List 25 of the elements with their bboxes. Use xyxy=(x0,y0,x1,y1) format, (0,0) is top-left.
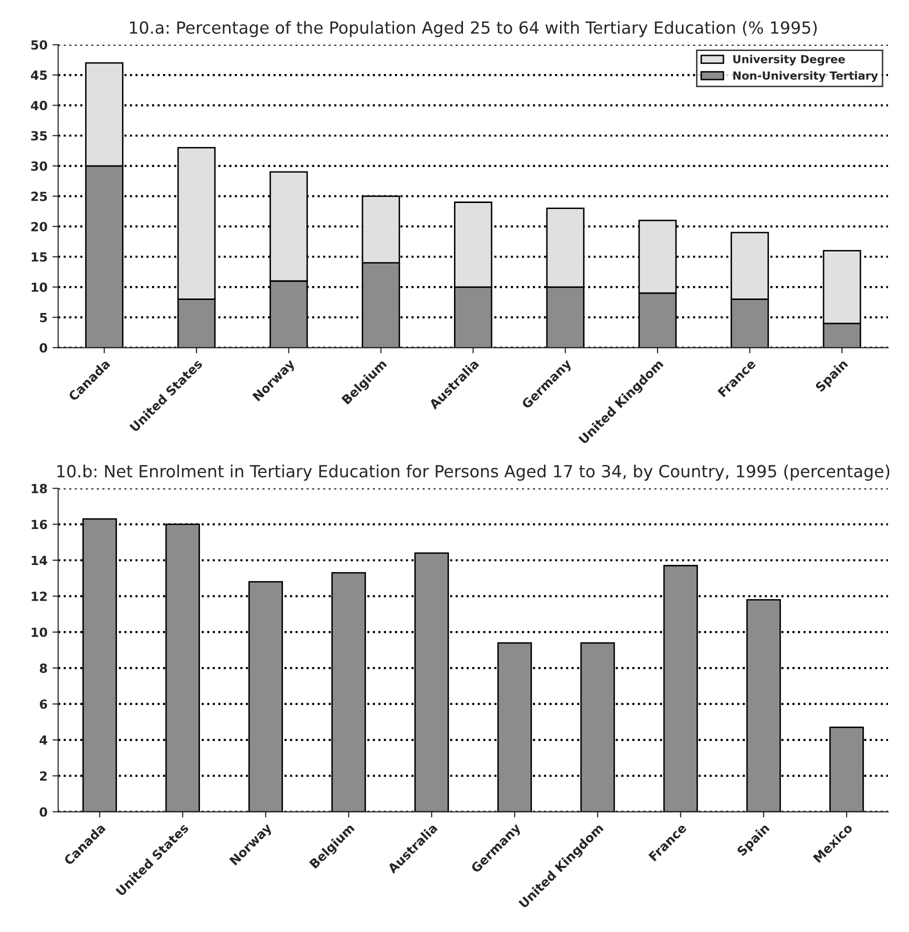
y-tick-label: 10 xyxy=(32,282,48,292)
y-tick-label: 45 xyxy=(30,70,47,80)
y-tick-label: 12 xyxy=(32,592,47,601)
y-tick-label: 40 xyxy=(30,100,48,110)
y-tick-label: 10 xyxy=(32,628,48,638)
y-tick-label: 14 xyxy=(32,556,48,565)
y-tick-label: 20 xyxy=(31,222,48,232)
y-tick-label: 16 xyxy=(32,520,48,530)
y-tick-label: 4 xyxy=(40,736,48,745)
y-tick-label: 15 xyxy=(32,252,47,262)
y-tick-label: 30 xyxy=(31,161,48,171)
chart-title: 10.b: Net Enrolment in Tertiary Education for Persons Aged 17 to 34, by Country, 1995 (percentage) xyxy=(57,464,890,481)
y-tick-label: 2 xyxy=(40,771,47,781)
y-tick-label: 8 xyxy=(40,664,47,673)
y-tick-label: 18 xyxy=(32,484,47,494)
chart-title: 10.a: Percentage of the Population Aged 25 to 64 with Tertiary Education (% 1995) xyxy=(130,20,817,38)
y-tick-label: 6 xyxy=(40,699,48,709)
y-tick-label: 50 xyxy=(31,40,48,50)
legend-label: University Degree xyxy=(733,54,845,66)
y-tick-label: 5 xyxy=(40,312,47,322)
y-tick-label: 0 xyxy=(40,807,48,817)
y-tick-label: 0 xyxy=(40,343,48,353)
y-tick-label: 35 xyxy=(31,131,47,141)
y-tick-label: 25 xyxy=(31,192,47,202)
legend-label: Non-University Tertiary xyxy=(733,71,878,82)
